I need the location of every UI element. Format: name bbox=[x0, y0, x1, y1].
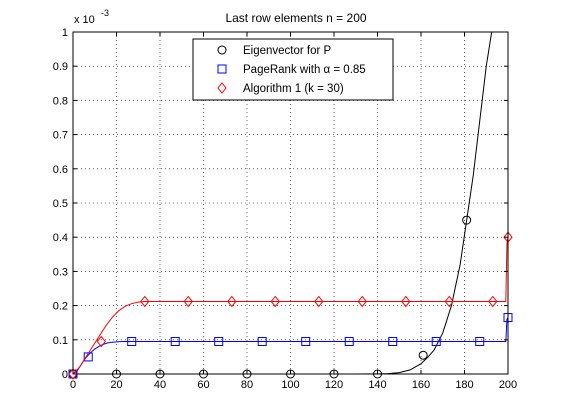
series-3-marker bbox=[314, 295, 324, 308]
ticks: 0 20 40 60 80 100 120 140 160 180 200 0 0.1 0.2 0.3 0.4… bbox=[53, 27, 517, 391]
legend: Eigenvector for P PageRank with α = 0.85 A… bbox=[192, 38, 394, 101]
legend-marker-3 bbox=[217, 82, 227, 94]
x-tick-label: 160 bbox=[412, 379, 430, 391]
y-scale-exponent: -3 bbox=[101, 8, 109, 18]
series-3 bbox=[68, 231, 513, 380]
series-1-line bbox=[73, 32, 493, 374]
series-3-marker bbox=[270, 295, 280, 308]
x-tick-label: 100 bbox=[281, 379, 299, 391]
y-tick-label: 0.1 bbox=[53, 335, 68, 347]
series-2-marker bbox=[301, 337, 311, 347]
y-scale-label: x 10 -3 bbox=[74, 8, 109, 26]
y-tick-label: 0 bbox=[62, 369, 68, 381]
series-2-marker bbox=[344, 337, 354, 347]
series-2-marker bbox=[431, 337, 441, 347]
y-tick-label: 0.4 bbox=[53, 232, 68, 244]
y-scale-base: x 10 bbox=[74, 14, 95, 26]
x-tick-label: 140 bbox=[368, 379, 386, 391]
x-tick-label: 40 bbox=[154, 379, 166, 391]
y-tick-label: 0.6 bbox=[53, 164, 68, 176]
series-3-marker bbox=[140, 295, 150, 308]
series-3-marker bbox=[96, 335, 106, 348]
series-3-marker bbox=[401, 295, 411, 308]
x-tick-label: 200 bbox=[499, 379, 517, 391]
series-2-marker bbox=[127, 337, 137, 347]
chart-title: Last row elements n = 200 bbox=[225, 11, 366, 25]
x-tick-label: 60 bbox=[197, 379, 209, 391]
series-2-marker bbox=[214, 337, 224, 347]
legend-label-3: Algorithm 1 (k = 30) bbox=[243, 83, 344, 95]
y-tick-label: 0.3 bbox=[53, 266, 68, 278]
series-3-marker bbox=[444, 295, 454, 308]
y-tick-label: 0.8 bbox=[53, 95, 68, 107]
legend-marker-2 bbox=[217, 64, 227, 74]
y-tick-label: 1 bbox=[62, 27, 68, 39]
legend-label-1: Eigenvector for P bbox=[243, 45, 332, 57]
series-2-marker bbox=[170, 337, 180, 347]
x-tick-label: 20 bbox=[110, 379, 122, 391]
series-2-marker bbox=[388, 337, 398, 347]
series-3-line bbox=[73, 237, 508, 374]
y-tick-label: 0.7 bbox=[53, 130, 68, 142]
series-3-marker bbox=[227, 295, 237, 308]
series-2 bbox=[68, 313, 513, 379]
series-3-marker bbox=[183, 295, 193, 308]
y-tick-label: 0.5 bbox=[53, 198, 68, 210]
x-tick-label: 120 bbox=[325, 379, 343, 391]
y-tick-label: 0.2 bbox=[53, 301, 68, 313]
series-3-marker bbox=[357, 295, 367, 308]
series-1-marker bbox=[462, 215, 472, 225]
x-tick-label: 80 bbox=[241, 379, 253, 391]
series-3-marker bbox=[488, 295, 498, 308]
legend-marker-1 bbox=[217, 45, 227, 55]
x-tick-label: 180 bbox=[455, 379, 473, 391]
series-2-marker bbox=[475, 337, 485, 347]
series-2-marker bbox=[257, 337, 267, 347]
x-tick-label: 0 bbox=[70, 379, 76, 391]
series-1-marker bbox=[418, 350, 428, 360]
legend-label-2: PageRank with α = 0.85 bbox=[243, 64, 366, 76]
series-3-marker bbox=[68, 368, 78, 380]
y-tick-label: 0.9 bbox=[53, 61, 68, 73]
